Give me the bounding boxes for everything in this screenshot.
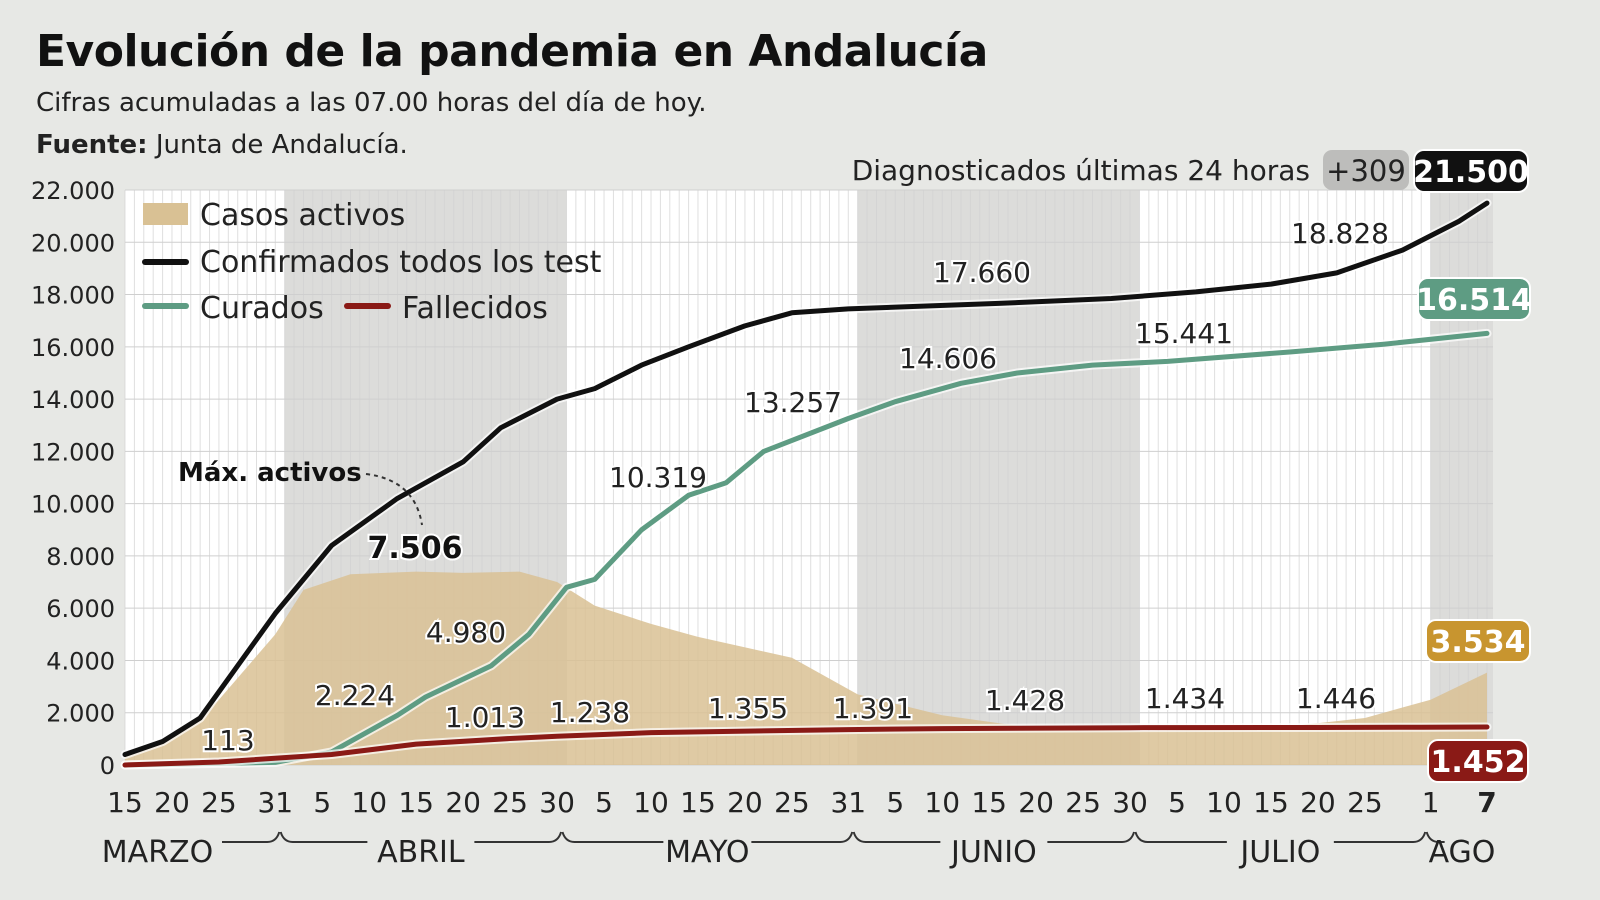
data-label: 1.013	[445, 701, 525, 734]
x-tick-label: 30	[1112, 786, 1148, 819]
x-tick-label: 25	[201, 786, 237, 819]
y-tick-label: 16.000	[31, 334, 115, 362]
x-tick-label: 5	[1168, 786, 1186, 819]
data-label: 14.606	[899, 342, 997, 375]
source-label: Fuente:	[36, 130, 148, 160]
month-label: MAYO	[665, 835, 749, 870]
x-tick-label: 10	[633, 786, 669, 819]
data-label: 1.238	[550, 696, 630, 729]
x-tick-label: 20	[1300, 786, 1336, 819]
series-line-curados	[122, 330, 1490, 768]
data-label: 4.980	[426, 616, 506, 649]
last24-value: +309	[1326, 154, 1406, 188]
x-tick-label: 15	[971, 786, 1007, 819]
y-tick-label: 4.000	[46, 647, 115, 675]
y-tick-label: 14.000	[31, 386, 115, 414]
x-tick-label: 15	[107, 786, 143, 819]
data-label: 1.434	[1145, 682, 1225, 715]
source-text: Junta de Andalucía.	[155, 130, 408, 160]
end-value-text: 16.514	[1416, 283, 1532, 318]
x-tick-label: 10	[351, 786, 387, 819]
x-tick-label: 20	[727, 786, 763, 819]
chart-source: Fuente: Junta de Andalucía.	[36, 130, 408, 160]
series-area-casos-activos	[125, 571, 1487, 765]
data-label: 17.660	[933, 256, 1031, 289]
x-tick-label: 15	[398, 786, 434, 819]
max-active-pointer	[365, 473, 423, 526]
month-bracket	[561, 831, 854, 843]
x-tick-label: 31	[830, 786, 866, 819]
x-tick-label: 15	[680, 786, 716, 819]
legend-swatch-casos-activos	[143, 203, 188, 225]
y-tick-label: 10.000	[31, 491, 115, 519]
y-tick-label: 6.000	[46, 595, 115, 623]
x-tick-label: 5	[313, 786, 331, 819]
legend-label: Curados	[200, 291, 324, 326]
x-tick-label: 10	[1206, 786, 1242, 819]
y-tick-label: 22.000	[31, 177, 115, 205]
data-label: 15.441	[1135, 317, 1233, 350]
end-value-text: 1.452	[1431, 745, 1526, 780]
last24-badge	[1323, 150, 1409, 190]
end-value-badge	[1413, 149, 1529, 193]
series-line-confirmados	[122, 200, 1490, 757]
x-tick-label: 30	[539, 786, 575, 819]
max-active-value: 7.506	[368, 531, 463, 566]
data-label: 1.355	[708, 692, 788, 725]
data-label: 1.391	[833, 692, 913, 725]
y-tick-label: 0	[100, 752, 115, 780]
x-tick-label: 15	[1253, 786, 1289, 819]
end-value-text: 3.534	[1431, 625, 1526, 660]
month-label: JULIO	[1238, 835, 1320, 870]
x-tick-label: 5	[886, 786, 904, 819]
x-tick-label: 20	[154, 786, 190, 819]
x-tick-label: 25	[774, 786, 810, 819]
chart-subtitle: Cifras acumuladas a las 07.00 horas del …	[36, 88, 707, 118]
data-label: 1.428	[985, 684, 1065, 717]
data-label: 113	[201, 724, 254, 757]
x-tick-label: 5	[595, 786, 613, 819]
month-bracket	[852, 831, 1136, 843]
month-label: ABRIL	[377, 835, 465, 870]
end-value-badge	[1427, 739, 1529, 783]
x-tick-label: 1	[1422, 786, 1440, 819]
y-tick-label: 20.000	[31, 229, 115, 257]
x-tick-label: 31	[257, 786, 293, 819]
x-tick-label: 20	[1018, 786, 1054, 819]
last24-label: Diagnosticados últimas 24 horas	[852, 154, 1310, 187]
month-bracket	[279, 831, 563, 843]
x-tick-label: 25	[1347, 786, 1383, 819]
x-tick-label: 7	[1477, 786, 1496, 819]
month-bracket	[1425, 831, 1445, 843]
month-bracket	[222, 831, 281, 843]
x-tick-label: 25	[492, 786, 528, 819]
end-value-badge	[1417, 277, 1531, 321]
month-bracket	[1134, 831, 1427, 843]
data-label: 1.446	[1296, 682, 1376, 715]
legend-label: Confirmados todos los test	[200, 245, 602, 280]
legend-label: Casos activos	[200, 198, 405, 233]
end-value-text: 21.500	[1413, 155, 1529, 190]
data-label: 10.319	[609, 461, 707, 494]
y-tick-label: 2.000	[46, 700, 115, 728]
y-tick-label: 12.000	[31, 438, 115, 466]
month-label: MARZO	[102, 835, 213, 870]
month-label: AGO	[1429, 835, 1496, 870]
legend-label: Fallecidos	[402, 291, 548, 326]
x-tick-label: 25	[1065, 786, 1101, 819]
max-active-label: Máx. activos	[178, 458, 362, 488]
data-label: 13.257	[744, 386, 842, 419]
x-tick-label: 20	[445, 786, 481, 819]
month-label: JUNIO	[949, 835, 1037, 870]
series-line-fallecidos	[122, 724, 1490, 768]
end-value-badge	[1425, 619, 1531, 663]
data-label: 2.224	[315, 679, 395, 712]
data-label: 18.828	[1291, 217, 1389, 250]
chart-title: Evolución de la pandemia en Andalucía	[36, 26, 988, 77]
y-tick-label: 8.000	[46, 543, 115, 571]
y-tick-label: 18.000	[31, 282, 115, 310]
x-tick-label: 10	[924, 786, 960, 819]
